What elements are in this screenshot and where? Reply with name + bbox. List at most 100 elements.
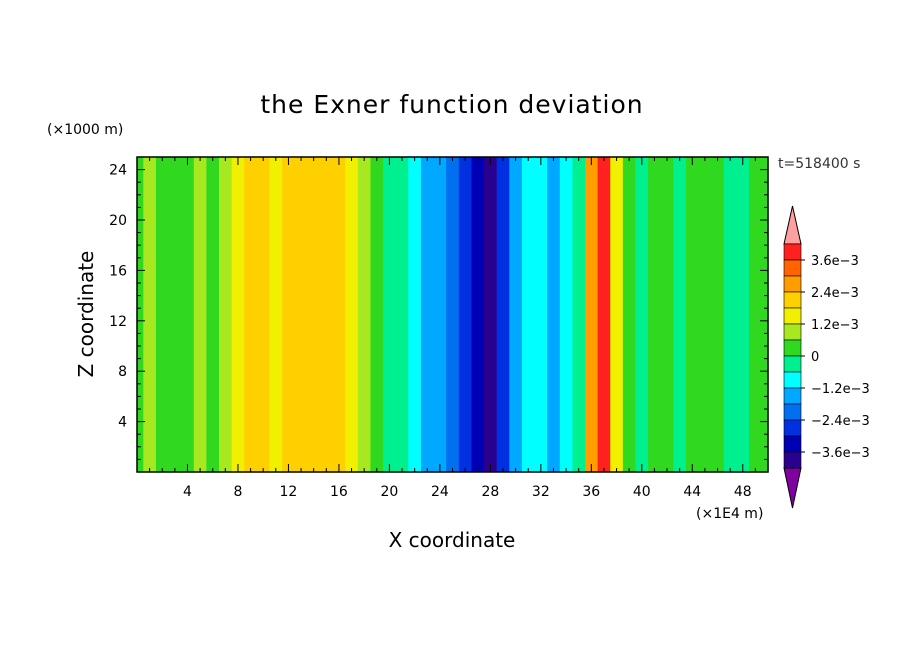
- contour-band: [547, 157, 561, 472]
- colorbar-swatch: [783, 275, 802, 293]
- x-tick-label: 8: [233, 484, 242, 500]
- colorbar-label: 3.6e−3: [811, 254, 859, 269]
- contour-band: [673, 157, 687, 472]
- contour-band: [610, 157, 624, 472]
- contour-band: [256, 157, 271, 472]
- x-tick-label: 36: [582, 484, 600, 500]
- contour-band: [383, 157, 397, 472]
- colorbar-label: 1.2e−3: [811, 318, 859, 333]
- contour-band: [572, 157, 586, 472]
- colorbar-label: −1.2e−3: [811, 382, 870, 397]
- colorbar-swatch: [783, 259, 802, 277]
- contour-band: [244, 157, 258, 472]
- colorbar-swatch: [783, 435, 802, 453]
- colorbar-swatch: [783, 451, 802, 469]
- colorbar-label: −2.4e−3: [811, 414, 870, 429]
- colorbar-label: −3.6e−3: [811, 446, 870, 461]
- colorbar-swatch: [783, 339, 802, 357]
- colorbar-top-arrow: [783, 205, 802, 245]
- contour-band: [206, 157, 220, 472]
- colorbar-label: 2.4e−3: [811, 286, 859, 301]
- contour-band: [231, 157, 245, 472]
- contour-band: [597, 157, 611, 472]
- contour-band: [408, 157, 422, 472]
- colorbar-swatch: [783, 403, 802, 421]
- contour-band: [635, 157, 649, 472]
- contour-band: [345, 157, 359, 472]
- contour-band: [749, 157, 763, 472]
- contour-band: [137, 157, 144, 472]
- contour-band: [219, 157, 233, 472]
- x-axis-label: X coordinate: [389, 528, 516, 552]
- x-tick-label: 4: [183, 484, 192, 500]
- contour-band: [370, 157, 384, 472]
- contour-band: [458, 157, 473, 472]
- x-axis-unit: (×1E4 m): [696, 506, 763, 522]
- colorbar-swatch: [783, 307, 802, 325]
- colorbar-swatch: [783, 291, 802, 309]
- colorbar-swatch: [783, 355, 802, 373]
- contour-band: [395, 157, 409, 472]
- x-tick-label: 12: [280, 484, 298, 500]
- x-tick-label: 28: [481, 484, 499, 500]
- contour-band: [685, 157, 700, 472]
- contour-band: [168, 157, 182, 472]
- contour-band: [698, 157, 712, 472]
- contour-band: [736, 157, 750, 472]
- y-axis-label: Z coordinate: [74, 251, 98, 378]
- contour-band: [155, 157, 170, 472]
- contour-field: [137, 157, 769, 472]
- contour-band: [181, 157, 195, 472]
- contour-band: [193, 157, 208, 472]
- contour-band: [723, 157, 738, 472]
- y-tick-label: 12: [109, 314, 127, 330]
- time-label: t=518400 s: [778, 156, 860, 172]
- x-tick-label: 48: [734, 484, 752, 500]
- contour-band: [648, 157, 662, 472]
- contour-band: [622, 157, 637, 472]
- contour-band: [307, 157, 321, 472]
- contour-band: [496, 157, 510, 472]
- contour-band: [660, 157, 674, 472]
- x-tick-label: 44: [683, 484, 701, 500]
- chart-title: the Exner function deviation: [260, 90, 643, 119]
- y-axis-ticks: 4 8 12 16 20 24: [109, 163, 768, 460]
- contour-band: [711, 157, 725, 472]
- contour-band: [446, 157, 460, 472]
- x-tick-label: 20: [380, 484, 398, 500]
- y-tick-label: 20: [109, 213, 127, 229]
- colorbar: 3.6e−3 2.4e−3 1.2e−3 0 −1.2e−3 −2.4e−3 −3.6e−3: [783, 205, 870, 509]
- colorbar-swatch: [783, 387, 802, 405]
- contour-band: [521, 157, 536, 472]
- contour-band: [357, 157, 372, 472]
- contour-band: [269, 157, 283, 472]
- colorbar-bottom-arrow: [783, 467, 802, 509]
- contour-band: [319, 157, 334, 472]
- x-tick-label: 16: [330, 484, 348, 500]
- contour-band: [534, 157, 548, 472]
- colorbar-swatch: [783, 371, 802, 389]
- x-tick-label: 32: [532, 484, 550, 500]
- contour-band: [433, 157, 447, 472]
- colorbar-swatch: [783, 419, 802, 437]
- contour-band: [559, 157, 573, 472]
- y-axis-unit: (×1000 m): [47, 122, 123, 138]
- colorbar-label: 0: [811, 350, 819, 365]
- y-tick-label: 8: [118, 364, 127, 380]
- x-axis-ticks: 4 8 12 16 20 24 28 32 36 40 44 48: [149, 157, 756, 500]
- y-tick-label: 24: [109, 163, 127, 179]
- colorbar-swatch: [783, 243, 802, 261]
- x-tick-label: 40: [633, 484, 651, 500]
- contour-band: [143, 157, 157, 472]
- colorbar-swatch: [783, 323, 802, 341]
- contour-band: [471, 157, 485, 472]
- y-tick-label: 4: [118, 415, 127, 431]
- contour-band: [761, 157, 769, 472]
- contour-band: [585, 157, 599, 472]
- contour-band: [484, 157, 498, 472]
- contour-band: [420, 157, 435, 472]
- contour-band: [282, 157, 296, 472]
- y-tick-label: 16: [109, 263, 127, 279]
- contour-band: [294, 157, 308, 472]
